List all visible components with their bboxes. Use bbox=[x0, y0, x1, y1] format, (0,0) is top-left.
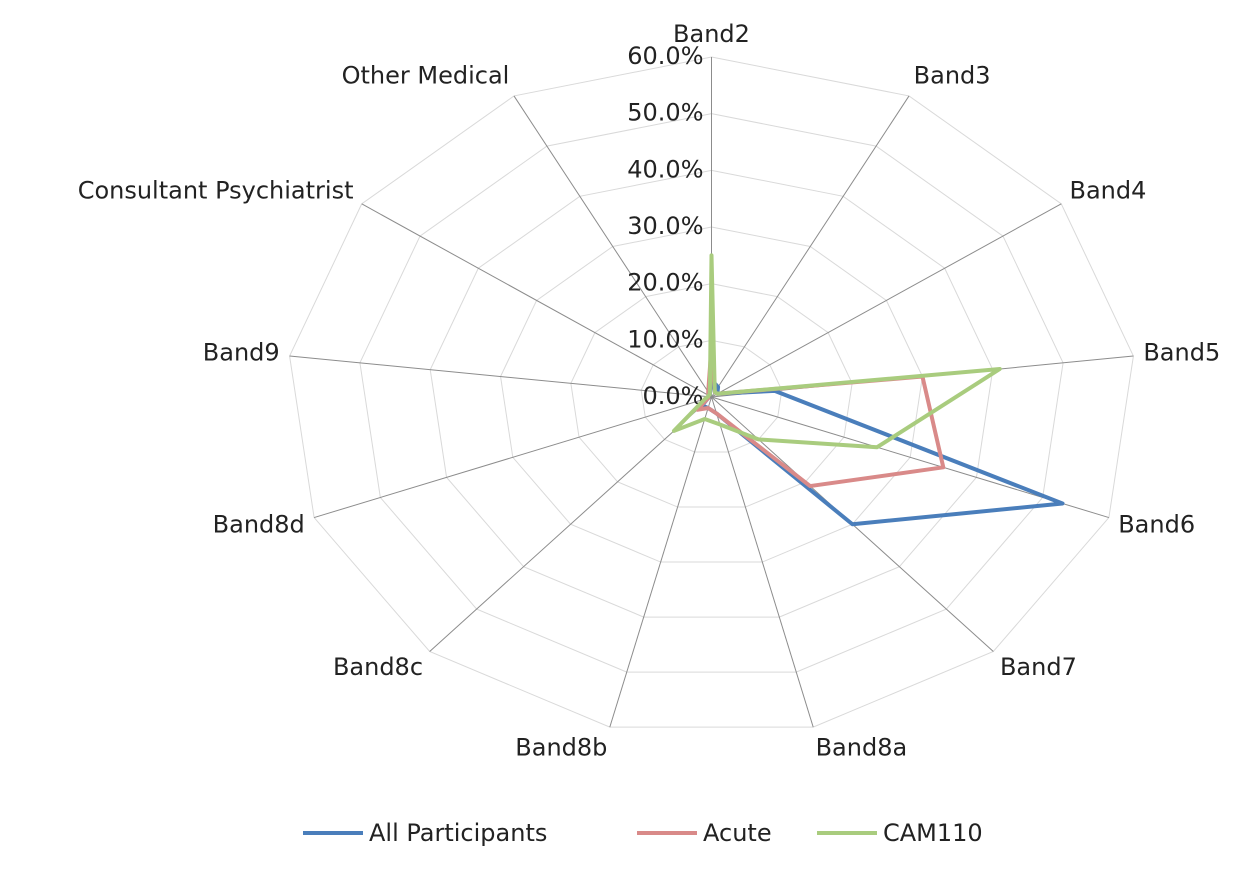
tick-label: 30.0% bbox=[627, 212, 703, 240]
tick-label: 60.0% bbox=[627, 42, 703, 70]
category-label: Band2 bbox=[673, 20, 750, 48]
grid-ring bbox=[359, 113, 1064, 673]
tick-label: 40.0% bbox=[627, 155, 703, 183]
category-label: Band7 bbox=[1000, 653, 1077, 681]
axis-spoke bbox=[289, 355, 712, 398]
legend-label: All Participants bbox=[369, 819, 547, 847]
category-label: Band5 bbox=[1143, 338, 1220, 366]
category-label: Consultant Psychiatrist bbox=[78, 176, 354, 204]
category-label: Band4 bbox=[1069, 176, 1146, 204]
category-label: Other Medical bbox=[342, 61, 510, 89]
axis-spoke bbox=[711, 203, 1062, 398]
axis-spoke bbox=[429, 396, 712, 652]
axis-spoke bbox=[711, 95, 910, 398]
grid-ring bbox=[429, 169, 994, 618]
category-label: Band8d bbox=[213, 510, 305, 538]
category-label: Band3 bbox=[914, 61, 991, 89]
grid-ring bbox=[640, 339, 783, 453]
legend-label: CAM110 bbox=[883, 819, 983, 847]
axis-spoke bbox=[711, 396, 814, 728]
category-label: Band6 bbox=[1118, 510, 1195, 538]
grid-ring bbox=[289, 56, 1134, 728]
category-label: Band8a bbox=[816, 733, 908, 761]
axis-spoke bbox=[313, 396, 712, 519]
grid-ring bbox=[570, 283, 853, 508]
tick-label: 10.0% bbox=[627, 325, 703, 353]
category-label: Band8c bbox=[333, 653, 423, 681]
axis-spoke bbox=[361, 203, 712, 398]
category-label: Band9 bbox=[203, 338, 280, 366]
tick-label: 50.0% bbox=[627, 99, 703, 127]
category-label: Band8b bbox=[515, 733, 607, 761]
axis-spoke bbox=[513, 95, 712, 398]
series-line bbox=[671, 253, 1002, 450]
axis-spoke bbox=[609, 396, 712, 728]
tick-label: 20.0% bbox=[627, 269, 703, 297]
legend-label: Acute bbox=[703, 819, 772, 847]
tick-label: 0.0% bbox=[643, 382, 704, 410]
grid-ring bbox=[500, 226, 923, 563]
